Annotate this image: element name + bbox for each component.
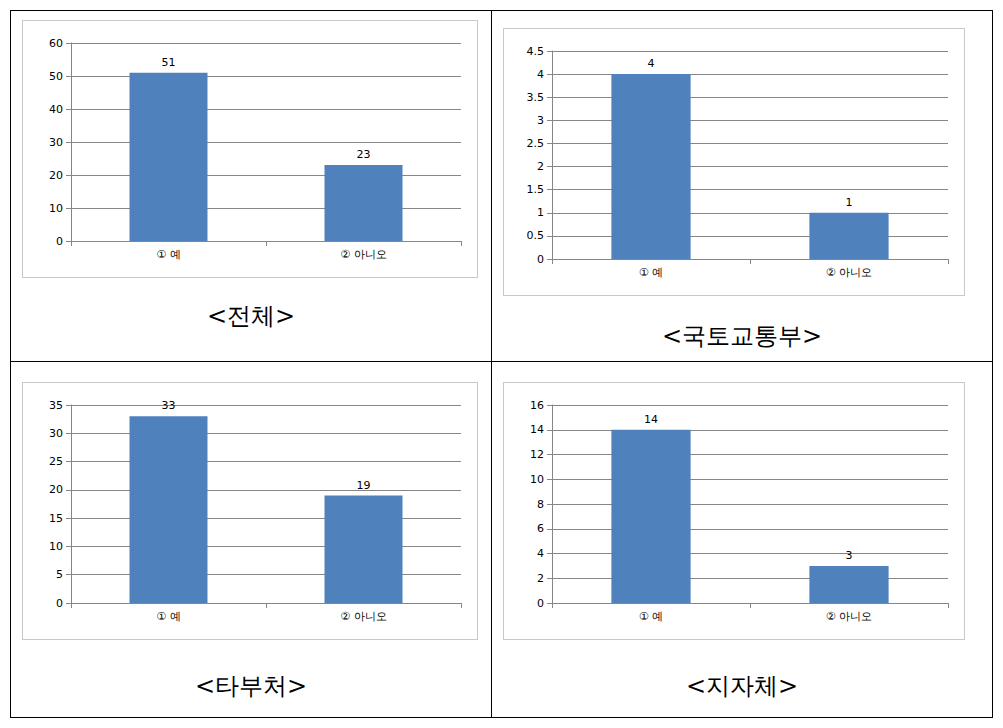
- svg-text:25: 25: [49, 455, 63, 468]
- svg-text:2: 2: [537, 160, 544, 173]
- svg-text:1.5: 1.5: [527, 183, 545, 196]
- svg-text:33: 33: [162, 399, 176, 412]
- svg-text:② 아니오: ② 아니오: [340, 248, 386, 261]
- svg-text:② 아니오: ② 아니오: [826, 266, 872, 279]
- svg-text:10: 10: [49, 202, 63, 215]
- svg-text:35: 35: [49, 399, 63, 412]
- svg-text:10: 10: [49, 540, 63, 553]
- svg-text:20: 20: [49, 169, 63, 182]
- svg-text:12: 12: [530, 448, 544, 461]
- svg-text:14: 14: [644, 413, 658, 426]
- svg-text:① 예: ① 예: [639, 266, 663, 279]
- svg-text:3: 3: [537, 114, 544, 127]
- svg-text:30: 30: [49, 136, 63, 149]
- svg-text:4: 4: [537, 68, 544, 81]
- svg-text:0: 0: [537, 253, 544, 266]
- svg-text:20: 20: [49, 483, 63, 496]
- svg-text:② 아니오: ② 아니오: [826, 610, 872, 623]
- svg-text:② 아니오: ② 아니오: [340, 610, 386, 623]
- svg-text:60: 60: [49, 37, 63, 50]
- html-text:<국토교통부>: <국토교통부>: [661, 322, 823, 350]
- svg-text:5: 5: [56, 568, 63, 581]
- svg-text:2: 2: [537, 572, 544, 585]
- svg-text:6: 6: [537, 522, 544, 535]
- svg-text:10: 10: [530, 473, 544, 486]
- svg-text:3: 3: [846, 549, 853, 562]
- svg-text:19: 19: [357, 479, 371, 492]
- svg-text:30: 30: [49, 427, 63, 440]
- svg-text:① 예: ① 예: [156, 610, 180, 623]
- html-text:<타부처>: <타부처>: [194, 672, 308, 700]
- svg-text:8: 8: [537, 498, 544, 511]
- svg-text:2.5: 2.5: [527, 137, 545, 150]
- svg-text:23: 23: [357, 148, 371, 161]
- html-text:<지자체>: <지자체>: [685, 672, 799, 700]
- svg-text:3.5: 3.5: [527, 91, 545, 104]
- svg-text:16: 16: [530, 399, 544, 412]
- svg-text:0: 0: [537, 597, 544, 610]
- html-text:<전체>: <전체>: [206, 302, 296, 330]
- svg-text:4: 4: [537, 547, 544, 560]
- svg-text:50: 50: [49, 70, 63, 83]
- svg-text:1: 1: [846, 196, 853, 209]
- svg-text:51: 51: [162, 56, 176, 69]
- svg-text:15: 15: [49, 512, 63, 525]
- svg-text:14: 14: [530, 423, 544, 436]
- svg-text:① 예: ① 예: [639, 610, 663, 623]
- svg-text:① 예: ① 예: [156, 248, 180, 261]
- svg-text:0: 0: [56, 235, 63, 248]
- svg-text:0.5: 0.5: [527, 229, 545, 242]
- svg-text:40: 40: [49, 103, 63, 116]
- svg-text:0: 0: [56, 597, 63, 610]
- svg-text:4: 4: [648, 57, 655, 70]
- svg-text:4.5: 4.5: [527, 45, 545, 58]
- svg-text:1: 1: [537, 206, 544, 219]
